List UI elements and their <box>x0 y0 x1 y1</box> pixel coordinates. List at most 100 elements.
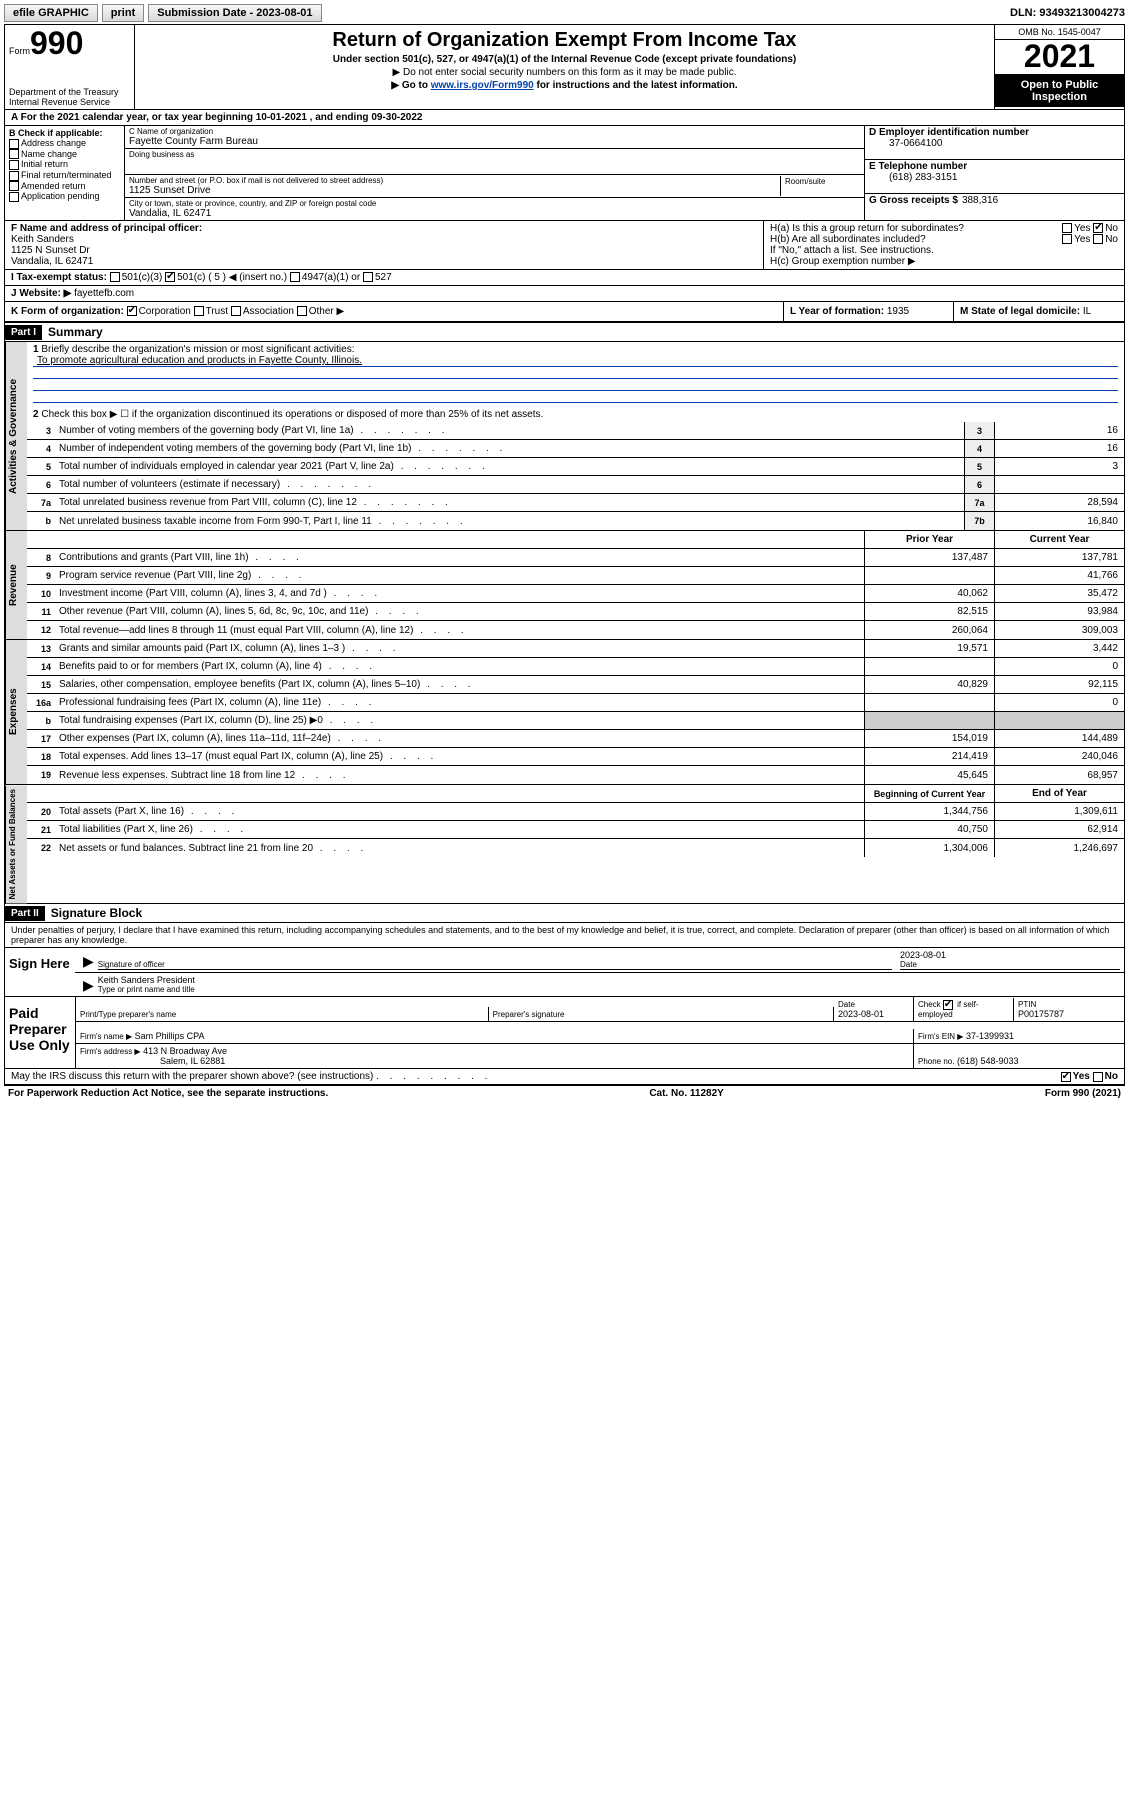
data-line: 14Benefits paid to or for members (Part … <box>27 658 1124 676</box>
footer-mid: Cat. No. 11282Y <box>649 1088 723 1099</box>
chk-initial-return[interactable] <box>9 160 19 170</box>
state-domicile-label: M State of legal domicile: <box>960 306 1080 317</box>
header-right: OMB No. 1545-0047 2021 Open to Public In… <box>994 25 1124 109</box>
city-label: City or town, state or province, country… <box>129 199 860 208</box>
officer-name: Keith Sanders <box>11 234 757 245</box>
website-value: fayettefb.com <box>74 288 134 299</box>
efile-button[interactable]: efile GRAPHIC <box>4 4 98 22</box>
chk-self-employed[interactable] <box>943 1000 953 1010</box>
mission-blank-1 <box>33 367 1118 379</box>
dln-label: DLN: 93493213004273 <box>1010 7 1125 19</box>
arrow-icon-2: ▶ <box>79 977 98 994</box>
tab-revenue: Revenue <box>5 531 27 639</box>
city-value: Vandalia, IL 62471 <box>129 208 860 219</box>
goto-pre: ▶ Go to <box>391 80 430 91</box>
lbl-hb-no: No <box>1105 234 1118 245</box>
col-begin-year: Beginning of Current Year <box>864 785 994 802</box>
hb-note: If "No," attach a list. See instructions… <box>770 245 1118 256</box>
firm-ein: 37-1399931 <box>966 1031 1014 1041</box>
lbl-hb-yes: Yes <box>1074 234 1090 245</box>
dept-line2: Internal Revenue Service <box>9 97 130 107</box>
q2-text: Check this box ▶ ☐ if the organization d… <box>41 409 543 420</box>
discuss-row: May the IRS discuss this return with the… <box>5 1069 1124 1085</box>
chk-trust[interactable] <box>194 306 204 316</box>
phone-label-e: E Telephone number <box>869 161 1120 172</box>
gov-line: 7aTotal unrelated business revenue from … <box>27 494 1124 512</box>
hb-label: H(b) Are all subordinates included? <box>770 234 926 245</box>
firm-addr-label: Firm's address ▶ <box>80 1047 141 1056</box>
chk-assoc[interactable] <box>231 306 241 316</box>
expenses-section: Expenses 13Grants and similar amounts pa… <box>5 639 1124 784</box>
firm-phone-label: Phone no. <box>918 1057 954 1066</box>
lbl-trust: Trust <box>206 306 228 317</box>
part2-title: Signature Block <box>45 904 148 922</box>
chk-corp[interactable] <box>127 306 137 316</box>
chk-app-pending[interactable] <box>9 192 19 202</box>
net-assets-section: Net Assets or Fund Balances Beginning of… <box>5 784 1124 903</box>
gross-receipts-label: G Gross receipts $ <box>869 195 958 206</box>
chk-ha-no[interactable] <box>1093 223 1103 233</box>
form-instruction-1: ▶ Do not enter social security numbers o… <box>141 67 988 78</box>
page-footer: For Paperwork Reduction Act Notice, see … <box>4 1086 1125 1101</box>
form-title: Return of Organization Exempt From Incom… <box>141 29 988 52</box>
form-instruction-2: ▶ Go to www.irs.gov/Form990 for instruct… <box>141 80 988 91</box>
chk-hb-no[interactable] <box>1093 234 1103 244</box>
lbl-ha-no: No <box>1105 223 1118 234</box>
form-subtitle: Under section 501(c), 527, or 4947(a)(1)… <box>141 54 988 65</box>
chk-501c3[interactable] <box>110 272 120 282</box>
lbl-address-change: Address change <box>21 138 86 148</box>
chk-other[interactable] <box>297 306 307 316</box>
chk-4947[interactable] <box>290 272 300 282</box>
lbl-discuss-yes: Yes <box>1073 1071 1090 1082</box>
sign-here-label: Sign Here <box>5 948 75 996</box>
header-left: Form990 Department of the Treasury Inter… <box>5 25 135 109</box>
tax-year: 2021 <box>995 40 1124 75</box>
firm-addr1: 413 N Broadway Ave <box>143 1046 227 1056</box>
chk-final-return[interactable] <box>9 171 19 181</box>
year-formation-label: L Year of formation: <box>790 306 884 317</box>
irs-link[interactable]: www.irs.gov/Form990 <box>431 80 534 91</box>
chk-501c[interactable] <box>165 272 175 282</box>
chk-discuss-no[interactable] <box>1093 1072 1103 1082</box>
chk-ha-yes[interactable] <box>1062 223 1072 233</box>
submission-date-button[interactable]: Submission Date - 2023-08-01 <box>148 4 321 22</box>
gov-line: 4Number of independent voting members of… <box>27 440 1124 458</box>
form-number: 990 <box>30 25 83 61</box>
chk-amended-return[interactable] <box>9 181 19 191</box>
lbl-4947: 4947(a)(1) or <box>302 272 360 283</box>
part1-title: Summary <box>42 323 109 341</box>
chk-hb-yes[interactable] <box>1062 234 1072 244</box>
data-line: 11Other revenue (Part VIII, column (A), … <box>27 603 1124 621</box>
sign-here-block: Sign Here ▶ . Signature of officer 2023-… <box>5 948 1124 997</box>
perjury-statement: Under penalties of perjury, I declare th… <box>5 923 1124 948</box>
lbl-ha-yes: Yes <box>1074 223 1090 234</box>
section-klm: K Form of organization: Corporation Trus… <box>5 302 1124 322</box>
ptin-value: P00175787 <box>1018 1009 1064 1019</box>
section-deg: D Employer identification number 37-0664… <box>864 126 1124 220</box>
print-button[interactable]: print <box>102 4 144 22</box>
chk-address-change[interactable] <box>9 139 19 149</box>
section-f: F Name and address of principal officer:… <box>5 221 764 269</box>
signer-name-label: Type or print name and title <box>98 985 1120 994</box>
section-j: J Website: ▶ fayettefb.com <box>5 286 1124 302</box>
lbl-assoc: Association <box>243 306 294 317</box>
open-public-badge: Open to Public Inspection <box>995 75 1124 107</box>
addr-label: Number and street (or P.O. box if mail i… <box>129 176 780 185</box>
chk-discuss-yes[interactable] <box>1061 1072 1071 1082</box>
footer-right: Form 990 (2021) <box>1045 1088 1121 1099</box>
prep-date: 2023-08-01 <box>838 1009 884 1019</box>
q1-text: Briefly describe the organization's miss… <box>41 344 354 355</box>
chk-527[interactable] <box>363 272 373 282</box>
data-line: 10Investment income (Part VIII, column (… <box>27 585 1124 603</box>
gov-line: 3Number of voting members of the governi… <box>27 422 1124 440</box>
header-center: Return of Organization Exempt From Incom… <box>135 25 994 109</box>
form-container: Form990 Department of the Treasury Inter… <box>4 24 1125 1086</box>
paid-preparer-label: Paid Preparer Use Only <box>5 997 75 1068</box>
dept-line1: Department of the Treasury <box>9 87 130 97</box>
goto-post: for instructions and the latest informat… <box>534 80 738 91</box>
prep-sig-label: Preparer's signature <box>493 1010 565 1019</box>
chk-name-change[interactable] <box>9 149 19 159</box>
net-header-row: Beginning of Current Year End of Year <box>27 785 1124 803</box>
form-org-label: K Form of organization: <box>11 306 124 317</box>
arrow-icon: ▶ <box>79 953 98 970</box>
